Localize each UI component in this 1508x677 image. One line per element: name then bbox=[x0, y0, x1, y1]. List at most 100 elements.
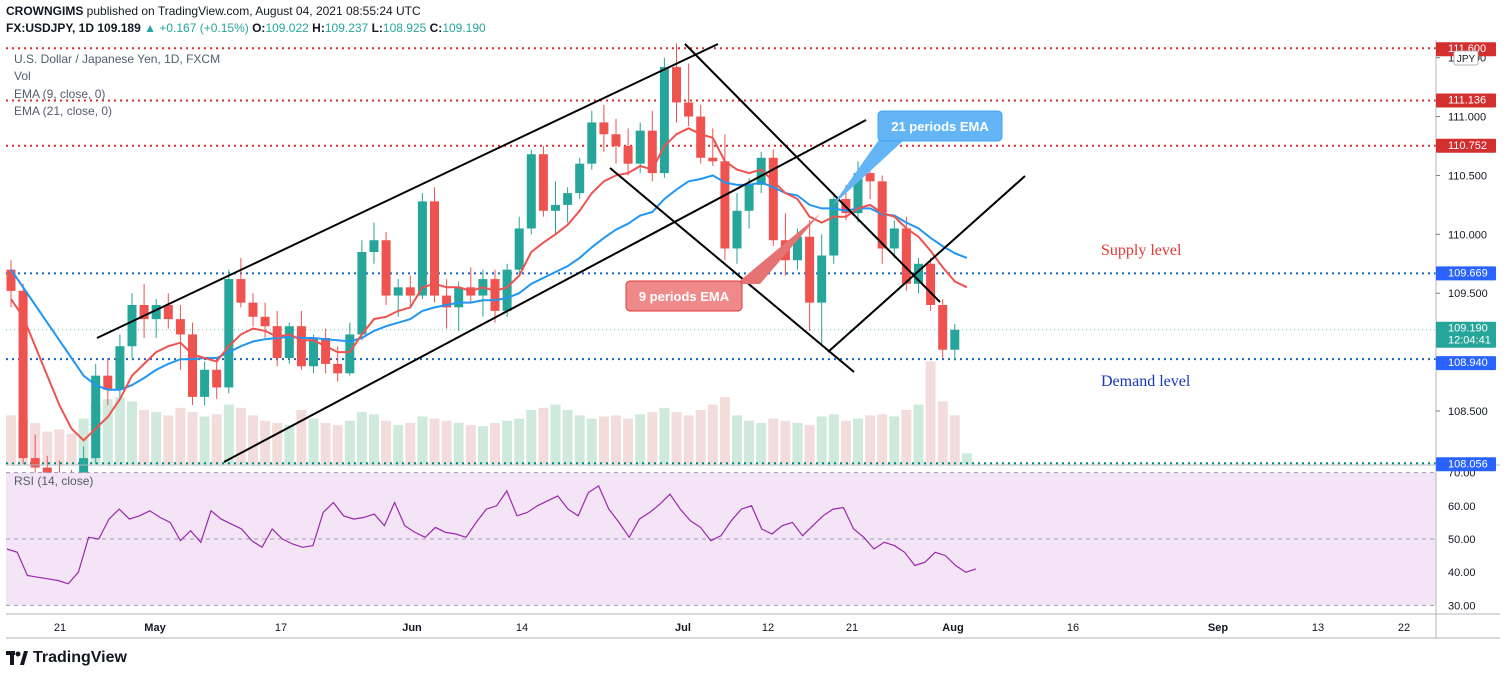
ema21-callout bbox=[877, 110, 1003, 142]
ema21-callout-text: 21 periods EMA bbox=[891, 119, 989, 134]
up-triangle-icon: ▲ bbox=[144, 21, 156, 35]
candle-body bbox=[950, 329, 960, 350]
volume-bar bbox=[187, 412, 198, 464]
breakout-trend-line bbox=[827, 175, 1026, 353]
candle-body bbox=[587, 122, 597, 164]
main-pane[interactable] bbox=[6, 40, 1436, 464]
volume-bar bbox=[235, 407, 246, 464]
volume-bar bbox=[139, 410, 150, 464]
volume-bar bbox=[889, 416, 900, 464]
candle-body bbox=[793, 236, 802, 261]
volume-bar bbox=[562, 410, 573, 464]
volume-bar bbox=[320, 422, 331, 464]
candle-body bbox=[914, 263, 923, 284]
time-tick-label: 13 bbox=[1312, 622, 1324, 634]
level-108-056-badge-text: 108.056 bbox=[1448, 458, 1488, 470]
candle-body bbox=[163, 305, 173, 320]
candle-body bbox=[284, 326, 294, 358]
ema9-callout-pointer bbox=[736, 214, 820, 284]
volume-bar bbox=[6, 415, 16, 464]
candle-body bbox=[309, 337, 318, 367]
ema9-callout-text: 9 periods EMA bbox=[639, 289, 730, 304]
time-tick-label: 21 bbox=[54, 622, 66, 634]
currency-badge-text: JPY bbox=[1457, 54, 1476, 65]
trend-lines bbox=[96, 43, 1026, 463]
volume-bar bbox=[635, 414, 646, 464]
candle-body bbox=[357, 252, 367, 335]
symbol: FX:USDJPY, 1D bbox=[6, 21, 95, 35]
time-tick-label: 21 bbox=[846, 622, 858, 634]
volume-bar bbox=[114, 397, 125, 464]
volume-bar bbox=[550, 404, 561, 464]
tradingview-logo-icon bbox=[6, 651, 28, 665]
volume-bar bbox=[381, 420, 392, 464]
volume-bar bbox=[695, 410, 706, 464]
volume-bar bbox=[42, 431, 53, 464]
volume-bar bbox=[828, 414, 839, 464]
last-price: 109.189 bbox=[97, 21, 141, 35]
candle-body bbox=[696, 116, 706, 158]
time-tick-label: 22 bbox=[1398, 622, 1410, 634]
candle-body bbox=[345, 334, 355, 374]
candle-body bbox=[889, 228, 899, 249]
annotations: 21 periods EMA 9 periods EMA Supply level D… bbox=[625, 110, 1191, 390]
high-value: 109.237 bbox=[324, 21, 369, 35]
time-tick-label: Sep bbox=[1208, 622, 1228, 634]
candle-body bbox=[6, 269, 16, 291]
time-tick-label: 14 bbox=[516, 622, 528, 634]
close-label: C: bbox=[429, 21, 443, 35]
volume-bar bbox=[901, 410, 912, 464]
volume-bar bbox=[744, 420, 755, 464]
volume-bar bbox=[611, 415, 621, 464]
candle-body bbox=[708, 157, 718, 162]
low-value: 108.925 bbox=[382, 21, 427, 35]
volume-bar bbox=[332, 425, 343, 464]
volume-bar bbox=[248, 415, 258, 464]
price-change: +0.167 (+0.15%) bbox=[159, 21, 249, 35]
high-label: H: bbox=[312, 21, 325, 35]
candle-body bbox=[175, 319, 185, 335]
volume-bar bbox=[598, 416, 609, 464]
ohlc-line: FX:USDJPY, 1D 109.189 ▲ +0.167 (+0.15%) … bbox=[6, 21, 486, 35]
candle-body bbox=[551, 204, 560, 211]
time-tick-label: Aug bbox=[942, 622, 963, 634]
legend-title: U.S. Dollar / Japanese Yen, 1D, FXCM bbox=[14, 52, 221, 66]
level-110-752-badge bbox=[1436, 138, 1496, 153]
volume-bar bbox=[816, 416, 827, 464]
descending-channel-upper bbox=[684, 43, 941, 303]
publisher-name: CROWNGIMS bbox=[6, 4, 84, 18]
level-111-600-badge bbox=[1436, 42, 1496, 57]
rsi-tick-label: 60.00 bbox=[1448, 501, 1476, 513]
volume-bar bbox=[211, 414, 222, 464]
volume-bar bbox=[151, 412, 162, 464]
candle-body bbox=[393, 287, 403, 296]
volume-bar bbox=[768, 418, 779, 464]
volume-bar bbox=[659, 407, 670, 464]
volume-bar bbox=[804, 425, 815, 464]
candle-body bbox=[744, 184, 754, 211]
candle-body bbox=[865, 173, 875, 182]
volume-bar bbox=[199, 416, 210, 464]
candle-body bbox=[563, 193, 573, 205]
volume-bar bbox=[453, 422, 464, 464]
candle-body bbox=[321, 337, 331, 364]
volume-bar bbox=[223, 404, 234, 464]
candle-body bbox=[611, 134, 621, 146]
volume-bar bbox=[840, 420, 851, 464]
candle-body bbox=[151, 305, 161, 320]
volume-bar bbox=[393, 425, 404, 464]
candle-body bbox=[333, 363, 343, 374]
candle-body bbox=[127, 305, 137, 347]
volume-bar bbox=[54, 429, 65, 464]
candle-body bbox=[91, 375, 101, 459]
volume-bar bbox=[949, 415, 960, 464]
volume-bar bbox=[429, 418, 440, 464]
last-price-badge-text: 109.190 bbox=[1448, 323, 1488, 335]
time-tick-label: 16 bbox=[1067, 622, 1079, 634]
candle-body bbox=[768, 157, 778, 241]
level-111-136-badge bbox=[1436, 93, 1496, 108]
volume-bar bbox=[647, 412, 658, 464]
time-tick-label: Jun bbox=[402, 622, 422, 634]
legend-ema21: EMA (21, close, 0) bbox=[14, 104, 113, 118]
